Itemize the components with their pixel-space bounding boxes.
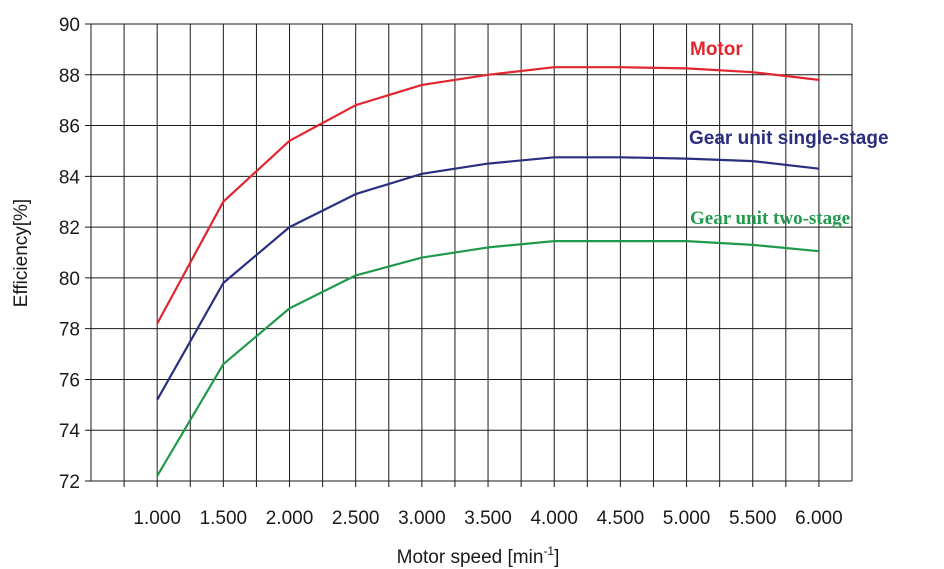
- x-tick-label: 2.500: [332, 508, 380, 529]
- y-tick-label: 80: [59, 269, 80, 290]
- series-line-2: [156, 240, 820, 477]
- x-tick-label: 1.000: [133, 508, 181, 529]
- y-tick-label: 84: [59, 167, 81, 188]
- x-tick-labels: 1.000 1.500 2.000 2.500 3.000 3.500 4.000 4.500…: [133, 508, 842, 529]
- series-line-0: [156, 66, 820, 325]
- y-tick-labels: 72 74 76 78 80 82 84 86 88 90: [59, 15, 81, 493]
- y-tick-label: 74: [59, 421, 81, 442]
- y-tick-label: 90: [59, 15, 80, 36]
- grid: [85, 23, 853, 487]
- series-label-motor: Motor: [690, 39, 743, 60]
- x-tick-label: 6.000: [795, 508, 843, 529]
- x-tick-label: 4.500: [597, 508, 645, 529]
- series-label-gear-two-stage: Gear unit two-stage: [690, 208, 850, 229]
- x-tick-label: 4.000: [530, 508, 578, 529]
- y-tick-label: 78: [59, 320, 80, 341]
- x-tick-label: 3.500: [464, 508, 512, 529]
- x-tick-label: 5.000: [663, 508, 711, 529]
- x-tick-label: 2.000: [266, 508, 314, 529]
- x-tick-label: 5.500: [729, 508, 777, 529]
- x-tick-label: 1.500: [200, 508, 248, 529]
- y-tick-label: 82: [59, 218, 80, 239]
- x-axis-title: Motor speed [min-1]: [397, 544, 560, 568]
- y-axis-title: Efficiency[%]: [11, 199, 32, 307]
- series-lines: [156, 66, 820, 477]
- series-label-gear-single-stage: Gear unit single-stage: [689, 128, 889, 149]
- y-tick-label: 86: [59, 117, 80, 138]
- series-line-1: [156, 156, 820, 401]
- y-tick-label: 72: [59, 472, 80, 493]
- x-tick-label: 3.000: [398, 508, 446, 529]
- y-tick-label: 88: [59, 66, 80, 87]
- y-tick-label: 76: [59, 370, 80, 391]
